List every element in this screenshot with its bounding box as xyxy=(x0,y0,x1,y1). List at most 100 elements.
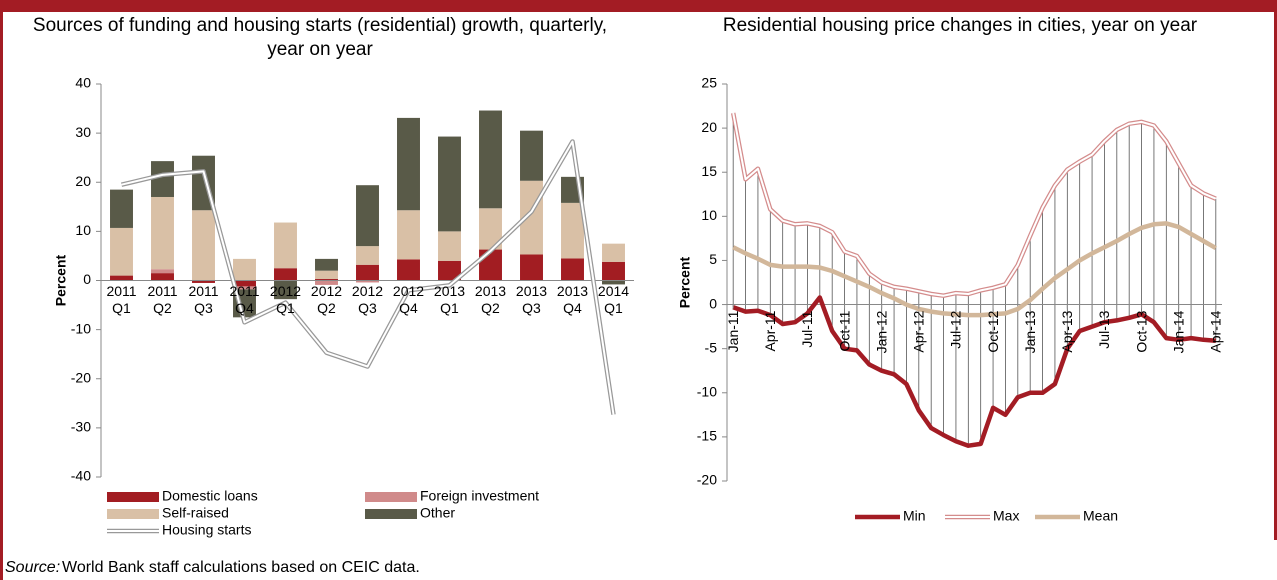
line-inner xyxy=(121,140,615,415)
x-tick-label: 2012 xyxy=(352,283,383,299)
bar-segment xyxy=(110,227,133,276)
x-tick-label: Apr-12 xyxy=(911,310,927,352)
bar-segment xyxy=(602,261,625,281)
bar-segment xyxy=(151,161,174,197)
legend-label: Domestic loans xyxy=(162,488,258,504)
bar-segment xyxy=(233,258,256,281)
bar-segment xyxy=(315,270,338,280)
bar-segment xyxy=(561,258,584,281)
bar-segment xyxy=(602,280,625,285)
bar-segment xyxy=(274,268,297,281)
x-tick-label: Jan-13 xyxy=(1022,310,1038,353)
x-tick-label: Q1 xyxy=(604,300,623,316)
bar-segment xyxy=(192,210,215,281)
x-tick-label: Jul-12 xyxy=(948,310,964,348)
y-tick-label: -15 xyxy=(697,428,717,444)
bar-segment xyxy=(397,259,420,281)
bar-segment xyxy=(151,273,174,281)
bar-segment xyxy=(274,280,297,300)
bar-segment xyxy=(315,280,338,285)
line xyxy=(732,295,1216,448)
bar-segment xyxy=(151,196,174,270)
x-tick-label: Jan-11 xyxy=(725,310,741,352)
source-text: World Bank staff calculations based on C… xyxy=(62,559,420,576)
legend-label: Foreign investment xyxy=(420,488,539,504)
bar-segment xyxy=(233,280,256,287)
y-tick-label: -30 xyxy=(71,419,91,435)
bar-segment xyxy=(397,210,420,260)
bar-segment xyxy=(315,279,338,281)
legend-label: Max xyxy=(993,508,1019,524)
x-tick-label: 2011 xyxy=(106,283,136,299)
x-tick-label: Q2 xyxy=(481,300,500,316)
right-border xyxy=(1274,0,1277,540)
source-label: Source: xyxy=(5,559,60,576)
bar-segment xyxy=(397,117,420,211)
bar-segment xyxy=(479,249,502,281)
left-border xyxy=(0,0,3,580)
y-tick-label: 0 xyxy=(709,295,717,311)
chart-title: Residential housing price changes in cit… xyxy=(722,15,1198,36)
y-tick-label: 25 xyxy=(701,75,717,91)
x-tick-label: 2012 xyxy=(393,283,424,299)
y-tick-label: 10 xyxy=(701,207,717,223)
bar-segment xyxy=(315,258,338,271)
x-tick-label: Apr-13 xyxy=(1059,310,1075,352)
bar-segment xyxy=(233,286,256,290)
chart-title: Sources of funding and housing starts (r… xyxy=(32,15,608,60)
x-tick-label: 2013 xyxy=(434,283,465,299)
y-tick-label: 30 xyxy=(75,124,91,140)
x-tick-label: Apr-14 xyxy=(1208,310,1224,352)
y-tick-label: 10 xyxy=(75,222,91,238)
bar-segment xyxy=(602,243,625,262)
x-tick-label: Q2 xyxy=(153,300,172,316)
x-tick-label: 2013 xyxy=(557,283,588,299)
line-inner xyxy=(732,112,1217,297)
bar-segment xyxy=(110,275,133,281)
y-tick-label: -20 xyxy=(697,472,717,488)
bar-segment xyxy=(356,246,379,265)
bar-segment xyxy=(274,222,297,269)
y-tick-label: 5 xyxy=(709,251,717,267)
x-tick-label: Q4 xyxy=(563,300,582,316)
bar-segment xyxy=(356,280,379,283)
bar-segment xyxy=(192,280,215,283)
legend-swatch xyxy=(365,492,417,502)
bar-segment xyxy=(356,185,379,247)
x-tick-label: Jul-11 xyxy=(799,310,815,347)
bar-segment xyxy=(110,189,133,228)
y-tick-label: -5 xyxy=(705,339,718,355)
bar-segment xyxy=(438,231,461,261)
x-tick-label: 2012 xyxy=(270,283,301,299)
legend-label: Min xyxy=(903,508,926,524)
y-axis-label: Percent xyxy=(53,254,69,306)
chart-title-box: Residential housing price changes in cit… xyxy=(722,15,1198,36)
y-tick-label: -10 xyxy=(71,320,91,336)
bar-segment xyxy=(561,202,584,259)
bar-segment xyxy=(520,130,543,181)
x-tick-label: 2014 xyxy=(598,283,629,299)
legend-label: Other xyxy=(420,505,455,521)
x-tick-label: 2011 xyxy=(229,283,259,299)
y-axis-label: Percent xyxy=(677,256,693,308)
x-tick-label: Q4 xyxy=(235,300,254,316)
x-tick-label: Jan-12 xyxy=(873,310,889,353)
y-tick-label: -40 xyxy=(71,468,91,484)
x-tick-label: 2012 xyxy=(311,283,342,299)
y-tick-label: 0 xyxy=(83,271,91,287)
x-tick-label: 2011 xyxy=(147,283,177,299)
bar-segment xyxy=(356,264,379,281)
bar-segment xyxy=(520,254,543,281)
x-tick-label: Q1 xyxy=(276,300,295,316)
y-tick-label: 20 xyxy=(75,173,91,189)
legend-swatch xyxy=(107,492,159,502)
x-tick-label: Q1 xyxy=(440,300,459,316)
y-tick-label: 40 xyxy=(75,75,91,91)
y-tick-label: -20 xyxy=(71,369,91,385)
x-tick-label: Oct-11 xyxy=(836,310,852,351)
bar-segment xyxy=(479,208,502,250)
x-tick-label: Apr-11 xyxy=(762,310,778,351)
x-tick-label: Q1 xyxy=(112,300,131,316)
x-tick-label: Q3 xyxy=(194,300,213,316)
